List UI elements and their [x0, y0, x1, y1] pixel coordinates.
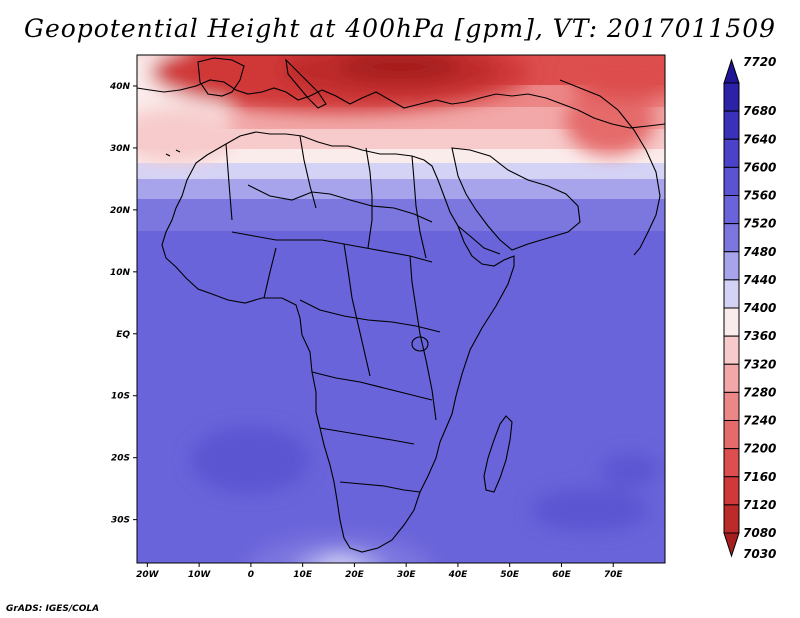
colorbar-swatch — [723, 420, 740, 450]
colorbar-swatch — [723, 82, 740, 112]
lat-tick-label: 40N — [109, 82, 131, 92]
latitude-axis: 40N 30N 20N 10N EQ 10S 20S 30S — [109, 82, 137, 526]
longitude-axis: 20W 10W 0 10E 20E 30E 40E 50E 60E 70E — [136, 563, 623, 580]
colorbar-top-arrow — [723, 58, 740, 84]
lon-tick-label: 40E — [448, 570, 469, 580]
lon-tick-label: 0 — [248, 570, 254, 580]
colorbar-label: 7400 — [743, 301, 776, 315]
lat-tick-label: 10N — [110, 268, 131, 278]
colorbar-swatch — [723, 363, 740, 393]
lon-tick-label: 20W — [136, 570, 160, 580]
colorbar-swatch — [723, 279, 740, 309]
lon-tick-label: 10W — [188, 570, 212, 580]
lon-tick-label: 30E — [397, 570, 417, 580]
colorbar-swatch — [723, 335, 740, 365]
map-frame — [136, 54, 666, 564]
lon-tick-label: 20E — [345, 570, 365, 580]
colorbar-label: 7200 — [743, 442, 776, 456]
lat-tick-label: EQ — [116, 330, 130, 340]
colorbar-label: 7520 — [743, 217, 776, 231]
colorbar-label: 7360 — [743, 329, 776, 343]
colorbar-label: 7680 — [743, 104, 776, 118]
lat-tick-label: 20S — [111, 454, 130, 464]
colorbar-swatch — [723, 223, 740, 253]
lon-tick-label: 60E — [552, 570, 572, 580]
colorbar-swatch — [723, 110, 740, 140]
colorbar-swatch — [723, 307, 740, 337]
grads-credit: GrADS: IGES/COLA — [6, 604, 100, 614]
colorbar-swatch — [723, 476, 740, 506]
colorbar-label: 7600 — [743, 160, 776, 174]
colorbar-label: 7280 — [743, 385, 776, 399]
colorbar-swatch — [723, 448, 740, 478]
colorbar: 7720 7680 7640 7600 7560 7520 7480 7440 7400 7360… — [723, 55, 776, 561]
lat-tick-label: 20N — [110, 206, 131, 216]
colorbar-swatch — [723, 391, 740, 421]
chart-title: Geopotential Height at 400hPa [gpm], VT:… — [23, 14, 777, 43]
colorbar-bottom-arrow — [723, 532, 740, 558]
colorbar-label: 7560 — [743, 189, 776, 203]
colorbar-swatch — [723, 138, 740, 168]
colorbar-swatch — [723, 504, 740, 534]
colorbar-label: 7440 — [743, 273, 776, 287]
lon-tick-label: 50E — [500, 570, 520, 580]
colorbar-label: 7080 — [743, 526, 776, 540]
colorbar-label: 7240 — [743, 414, 776, 428]
colorbar-swatch — [723, 166, 740, 196]
colorbar-label: 7160 — [743, 470, 776, 484]
colorbar-swatch — [723, 251, 740, 281]
height-field — [137, 55, 665, 563]
colorbar-swatch — [723, 195, 740, 225]
lat-tick-label: 30S — [111, 516, 130, 526]
colorbar-label: 7120 — [743, 498, 776, 512]
colorbar-label: 7720 — [743, 55, 776, 69]
colorbar-label: 7030 — [743, 547, 776, 561]
lon-tick-label: 70E — [604, 570, 624, 580]
lat-tick-label: 30N — [110, 144, 131, 154]
colorbar-label: 7640 — [743, 132, 776, 146]
lat-tick-label: 10S — [111, 392, 130, 402]
colorbar-label: 7320 — [743, 357, 776, 371]
coastlines — [137, 57, 665, 553]
lon-tick-label: 10E — [293, 570, 313, 580]
colorbar-label: 7480 — [743, 245, 776, 259]
